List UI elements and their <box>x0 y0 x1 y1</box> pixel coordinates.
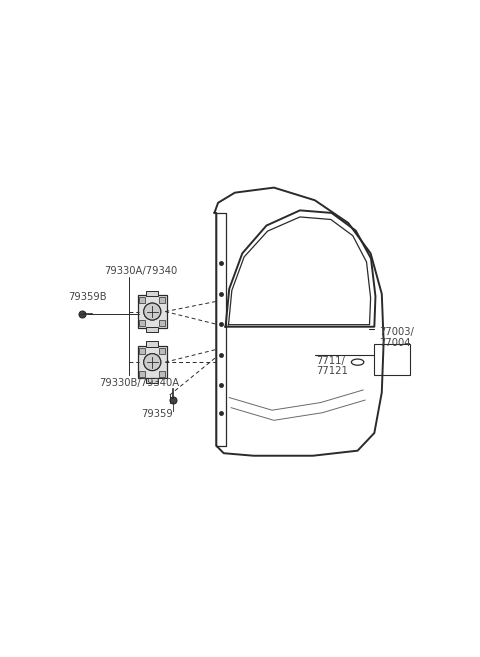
Bar <box>159 371 166 376</box>
Bar <box>374 344 410 374</box>
Text: 77003/: 77003/ <box>379 327 414 337</box>
Text: 79359B: 79359B <box>68 292 107 302</box>
Bar <box>146 342 158 347</box>
Bar <box>139 320 145 326</box>
Bar <box>138 296 167 328</box>
Bar <box>146 378 158 383</box>
Bar <box>159 320 166 326</box>
Bar <box>159 297 166 303</box>
Text: 77121: 77121 <box>317 366 348 376</box>
Circle shape <box>144 303 161 320</box>
Text: 7711/: 7711/ <box>317 355 346 366</box>
Bar <box>139 348 145 353</box>
Circle shape <box>144 353 161 371</box>
Bar <box>139 371 145 376</box>
Bar <box>146 291 158 296</box>
Text: 79359: 79359 <box>141 409 173 419</box>
Bar <box>138 346 167 378</box>
Text: 79330A/79340: 79330A/79340 <box>104 266 177 276</box>
Bar <box>139 297 145 303</box>
Bar <box>146 327 158 332</box>
Bar <box>159 348 166 353</box>
Text: 79330B/79340A: 79330B/79340A <box>99 378 179 388</box>
Text: 77004: 77004 <box>379 338 410 348</box>
